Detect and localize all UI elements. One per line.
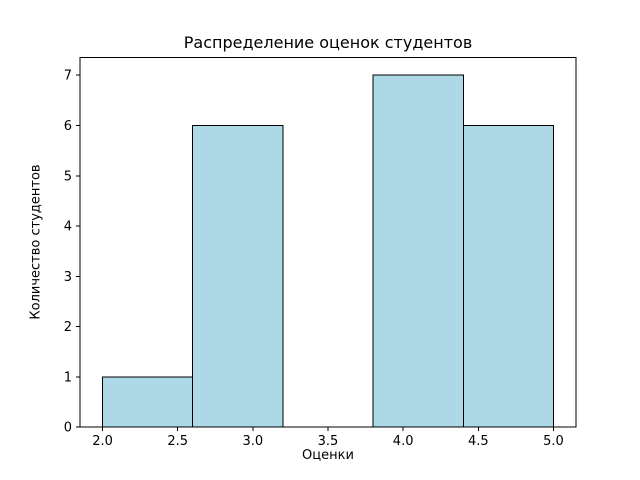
y-tick-label: 4	[64, 220, 72, 235]
histogram-bar	[102, 376, 194, 428]
y-tick-label: 6	[64, 119, 72, 134]
x-axis-label: Оценки	[302, 448, 354, 463]
x-tick-label: 3.0	[243, 434, 264, 449]
y-tick-label: 1	[64, 370, 72, 385]
x-tick-label: 2.0	[92, 434, 113, 449]
x-tick-label: 4.5	[468, 434, 489, 449]
x-tick-label: 4.0	[393, 434, 414, 449]
y-tick-label: 7	[64, 69, 72, 84]
y-tick-label: 5	[64, 169, 72, 184]
histogram-bar	[192, 124, 284, 428]
y-axis-label: Количество студентов	[28, 164, 44, 320]
chart-title: Распределение оценок студентов	[183, 33, 473, 52]
x-tick-label: 2.5	[167, 434, 188, 449]
x-tick-label: 5.0	[543, 434, 564, 449]
y-tick-label: 2	[64, 320, 72, 335]
y-tick-label: 3	[64, 270, 72, 285]
histogram-bar	[372, 74, 464, 428]
histogram-bar	[462, 124, 554, 428]
y-tick-label: 0	[64, 421, 72, 436]
x-tick-label: 3.5	[318, 434, 339, 449]
